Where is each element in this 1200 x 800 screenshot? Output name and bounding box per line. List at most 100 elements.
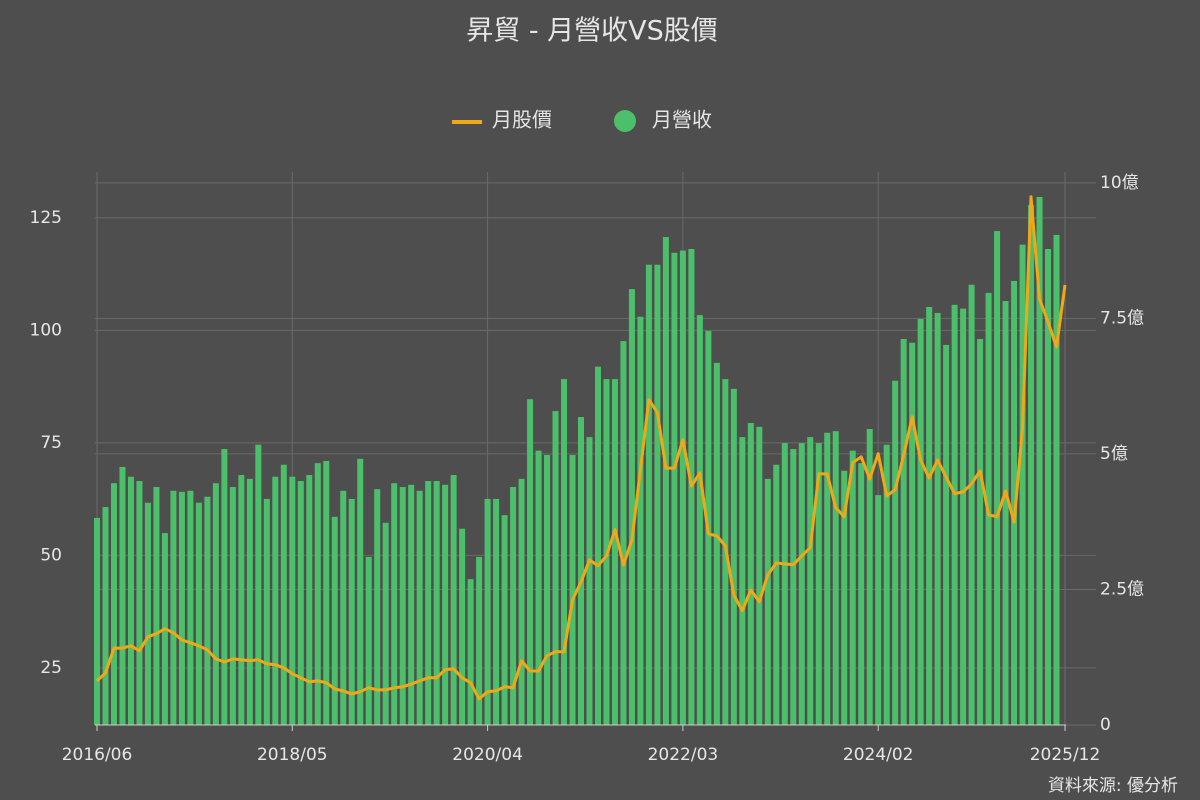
bar — [382, 522, 389, 725]
bar — [187, 490, 194, 725]
bar — [323, 460, 330, 725]
bar — [450, 475, 457, 725]
x-tick-label: 2016/06 — [62, 745, 133, 765]
bar — [781, 443, 788, 725]
y-tick-label: 125 — [30, 208, 62, 228]
bar — [467, 579, 474, 725]
bar — [408, 484, 415, 725]
bar — [297, 481, 304, 725]
bar — [212, 483, 219, 725]
bar — [501, 515, 508, 725]
bar — [136, 481, 143, 725]
bar — [943, 344, 950, 725]
bar — [552, 411, 559, 725]
x-tick-label: 2025/12 — [1030, 745, 1101, 765]
bar — [433, 481, 440, 725]
bar — [110, 483, 117, 725]
bar — [1019, 244, 1026, 725]
bar — [832, 431, 839, 725]
bar — [238, 475, 245, 725]
bar — [314, 463, 321, 725]
bar — [374, 489, 381, 725]
bar — [696, 315, 703, 725]
bar — [289, 476, 296, 725]
bar — [280, 464, 287, 725]
y2-tick-label: 7.5億 — [1100, 308, 1144, 328]
bar — [1028, 205, 1035, 726]
bar — [866, 428, 873, 725]
bar — [1053, 234, 1060, 725]
y-tick-label: 50 — [40, 545, 62, 565]
bar — [510, 486, 517, 725]
bar — [798, 443, 805, 725]
x-tick-label: 2020/04 — [452, 745, 523, 765]
bar — [1045, 248, 1052, 725]
bar — [484, 498, 491, 725]
bar — [255, 444, 262, 725]
y-tick-label: 25 — [40, 658, 62, 678]
bar — [926, 306, 933, 725]
legend-label: 月營收 — [652, 108, 712, 132]
bar — [391, 483, 398, 725]
bar — [594, 366, 601, 725]
bar — [416, 490, 423, 725]
bar — [399, 486, 406, 725]
x-tick-label: 2018/05 — [257, 745, 328, 765]
bar — [263, 498, 270, 725]
bar — [459, 528, 466, 725]
bar — [934, 312, 941, 725]
bar — [561, 379, 568, 725]
y2-tick-label: 0 — [1100, 715, 1111, 735]
bar — [357, 458, 364, 725]
bar — [1036, 196, 1043, 725]
bar — [739, 437, 746, 725]
bar — [994, 231, 1001, 725]
bar — [611, 379, 618, 725]
bar — [586, 437, 593, 725]
bar — [365, 556, 372, 725]
bar — [425, 481, 432, 725]
bar — [331, 516, 338, 725]
bar — [909, 342, 916, 725]
bar — [875, 495, 882, 725]
bar — [527, 399, 534, 725]
bar — [892, 380, 899, 725]
bar — [578, 417, 584, 725]
bar — [824, 432, 831, 725]
bar — [815, 443, 822, 725]
bar — [178, 491, 185, 725]
bar — [671, 252, 678, 725]
bar — [476, 556, 483, 725]
bar — [883, 444, 890, 725]
bar — [900, 338, 907, 725]
bar — [951, 304, 958, 725]
y2-tick-label: 2.5億 — [1100, 579, 1144, 599]
bar — [221, 449, 228, 725]
bar — [960, 308, 967, 725]
bar — [119, 466, 126, 725]
bar — [544, 455, 551, 725]
bar — [306, 475, 313, 725]
bar — [229, 486, 236, 725]
bar — [94, 517, 100, 725]
bar — [518, 478, 525, 725]
bar — [569, 455, 576, 725]
bar — [841, 470, 848, 725]
bar — [1011, 280, 1018, 725]
x-tick-label: 2022/03 — [648, 745, 719, 765]
y-tick-label: 75 — [40, 433, 62, 453]
y-tick-label: 100 — [30, 320, 62, 340]
bar — [773, 464, 780, 725]
bar — [645, 264, 652, 725]
bar — [1002, 301, 1009, 725]
bar — [102, 507, 109, 725]
bar — [756, 426, 763, 725]
bar — [662, 237, 669, 725]
bar — [348, 498, 355, 725]
bar — [127, 476, 134, 725]
bar — [144, 502, 151, 725]
price-line — [95, 195, 1067, 701]
chart-title: 昇貿 - 月營收VS股價 — [466, 16, 718, 47]
bar — [713, 362, 720, 725]
